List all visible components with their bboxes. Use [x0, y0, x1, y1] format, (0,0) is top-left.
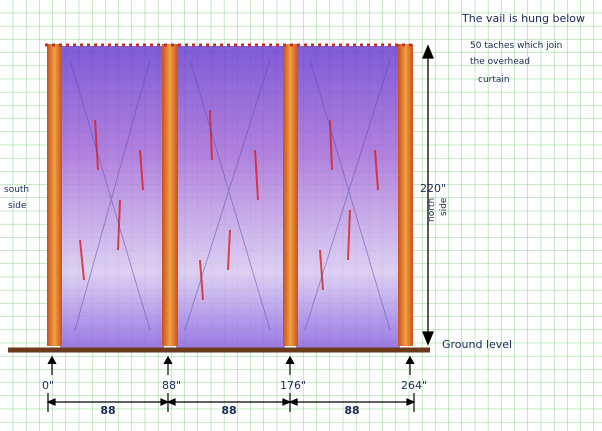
note-line: 50 taches which join [470, 41, 562, 51]
position-label: 0" [42, 379, 54, 392]
curtain-panel [296, 46, 400, 348]
span-label: 88 [344, 404, 359, 417]
ground-label: Ground level [442, 338, 512, 351]
curtains [60, 46, 400, 348]
dimension-line [46, 393, 416, 412]
position-label: 176" [280, 379, 306, 392]
pillar [162, 44, 178, 346]
note-line: curtain [478, 75, 510, 85]
pillars [47, 44, 413, 346]
note-line: the overhead [470, 57, 530, 67]
pillar [47, 44, 62, 346]
pillar [398, 44, 413, 346]
position-arrows [47, 355, 415, 375]
pillar [283, 44, 298, 346]
height-arrow [422, 44, 434, 346]
position-label: 264" [401, 379, 427, 392]
north-label: north [427, 198, 437, 222]
span-label: 88 [100, 404, 115, 417]
south-label: south [4, 185, 29, 195]
south-label: side [8, 201, 27, 211]
height-label: 220" [420, 182, 446, 195]
span-label: 88 [221, 404, 236, 417]
curtain-folds [69, 59, 391, 331]
position-label: 88" [162, 379, 181, 392]
note-line: The vail is hung below [461, 12, 585, 25]
north-label: side [439, 197, 449, 216]
